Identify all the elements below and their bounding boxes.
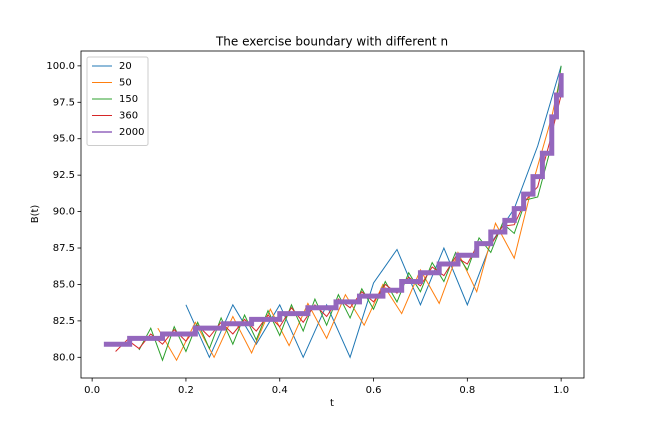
legend-label: 150: [119, 94, 138, 105]
x-tick-label: 0.4: [272, 385, 288, 396]
y-tick-label: 80.0: [53, 352, 75, 363]
y-tick-label: 85.0: [53, 279, 75, 290]
plot-area: 0.0 0.2 0.4 0.6 0.8 1.0 80.0 82.5 85.0 87.5 90.0 92…: [46, 50, 585, 396]
y-tick-label: 95.0: [53, 134, 75, 145]
y-tick-label: 92.5: [53, 170, 75, 181]
y-tick-label: 100.0: [46, 61, 75, 72]
x-axis-label: t: [330, 398, 334, 409]
legend-box: [86, 56, 149, 146]
series-line: [103, 73, 564, 347]
legend-label: 20: [119, 61, 132, 72]
y-axis-label: B(t): [30, 205, 41, 224]
x-tick-label: 0.8: [459, 385, 475, 396]
x-tick-label: 0.6: [366, 385, 382, 396]
legend-label: 360: [119, 111, 138, 122]
y-tick-label: 97.5: [53, 97, 75, 108]
y-tick-label: 87.5: [53, 243, 75, 254]
x-tick-label: 0.2: [178, 385, 194, 396]
series-line: [138, 65, 562, 362]
x-tick-label: 1.0: [553, 385, 569, 396]
legend-label: 50: [119, 78, 132, 89]
legend-label: 2000: [119, 127, 144, 138]
x-tick-label: 0.0: [84, 385, 100, 396]
chart-title: The exercise boundary with different n: [215, 35, 448, 49]
series-group: [103, 65, 564, 362]
y-tick-label: 90.0: [53, 207, 75, 218]
y-tick-label: 82.5: [53, 316, 75, 327]
axes-frame: [80, 50, 585, 379]
